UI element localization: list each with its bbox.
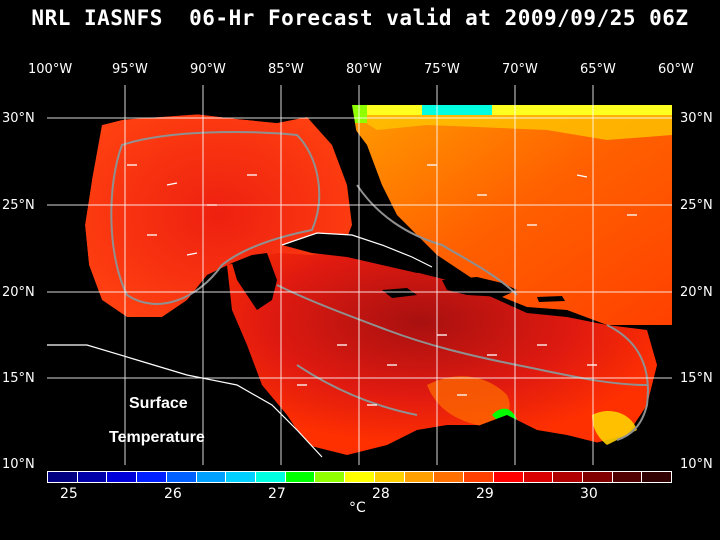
central-america bbox=[47, 345, 337, 465]
colorbar-unit: °C bbox=[349, 500, 366, 516]
colorbar-swatch bbox=[315, 472, 346, 482]
lat-label-left: 30°N bbox=[2, 111, 35, 126]
lon-label: 85°W bbox=[268, 62, 304, 77]
map-title: NRL IASNFS 06-Hr Forecast valid at 2009/… bbox=[31, 6, 689, 30]
florida bbox=[332, 105, 372, 203]
lat-label-right: 10°N bbox=[680, 457, 713, 472]
colorbar-tick: 28 bbox=[372, 486, 390, 502]
colorbar-swatch bbox=[166, 472, 197, 482]
colorbar-swatch bbox=[285, 472, 316, 482]
colorbar-swatch bbox=[48, 472, 78, 482]
lon-label: 60°W bbox=[658, 62, 694, 77]
overlay-label-temperature: Temperature bbox=[109, 429, 205, 446]
colorbar-swatch bbox=[226, 472, 257, 482]
lat-label-right: 30°N bbox=[680, 111, 713, 126]
colorbar-swatch bbox=[612, 472, 643, 482]
colorbar-swatch bbox=[137, 472, 167, 482]
sst-map-svg bbox=[47, 85, 672, 465]
lat-label-right: 20°N bbox=[680, 285, 713, 300]
colorbar-swatch bbox=[256, 472, 286, 482]
colorbar-swatch bbox=[404, 472, 435, 482]
lat-label-left: 10°N bbox=[2, 457, 35, 472]
lon-label: 80°W bbox=[346, 62, 382, 77]
lon-label: 75°W bbox=[424, 62, 460, 77]
colorbar-swatch bbox=[374, 472, 405, 482]
lat-label-right: 25°N bbox=[680, 198, 713, 213]
color-bar bbox=[47, 471, 672, 483]
colorbar-swatch bbox=[196, 472, 227, 482]
lon-label: 90°W bbox=[190, 62, 226, 77]
caribbean-sea bbox=[227, 250, 657, 455]
colorbar-swatch bbox=[642, 472, 672, 482]
lat-label-left: 20°N bbox=[2, 285, 35, 300]
lat-label-left: 25°N bbox=[2, 198, 35, 213]
colorbar-swatch bbox=[523, 472, 554, 482]
sst-map: Surface Temperature bbox=[47, 85, 672, 465]
depth-contours bbox=[110, 131, 649, 441]
colorbar-swatch bbox=[434, 472, 465, 482]
lat-label-right: 15°N bbox=[680, 371, 713, 386]
gulf-of-mexico bbox=[85, 113, 352, 317]
colorbar-swatch bbox=[77, 472, 108, 482]
colorbar-tick: 26 bbox=[164, 486, 182, 502]
yucatan bbox=[232, 253, 277, 310]
wind-vectors bbox=[127, 164, 637, 406]
lat-label-left: 15°N bbox=[2, 371, 35, 386]
colorbar-tick: 25 bbox=[60, 486, 78, 502]
colorbar-swatch bbox=[464, 472, 494, 482]
lat-lon-grid bbox=[47, 85, 672, 465]
colorbar-tick: 27 bbox=[268, 486, 286, 502]
colorbar-swatch bbox=[582, 472, 613, 482]
lon-label: 65°W bbox=[580, 62, 616, 77]
colorbar-tick: 29 bbox=[476, 486, 494, 502]
south-america bbox=[447, 415, 672, 465]
colorbar-swatch bbox=[107, 472, 138, 482]
lon-label: 100°W bbox=[28, 62, 73, 77]
jamaica bbox=[382, 288, 417, 298]
lon-label: 95°W bbox=[112, 62, 148, 77]
colorbar-swatch bbox=[493, 472, 524, 482]
colorbar-swatch bbox=[345, 472, 375, 482]
colorbar-swatch bbox=[553, 472, 583, 482]
cuba bbox=[282, 233, 432, 273]
atlantic-ocean bbox=[337, 105, 672, 325]
puerto-rico bbox=[537, 296, 565, 302]
colorbar-tick: 30 bbox=[580, 486, 598, 502]
lon-label: 70°W bbox=[502, 62, 538, 77]
overlay-label-surface: Surface bbox=[129, 395, 188, 412]
